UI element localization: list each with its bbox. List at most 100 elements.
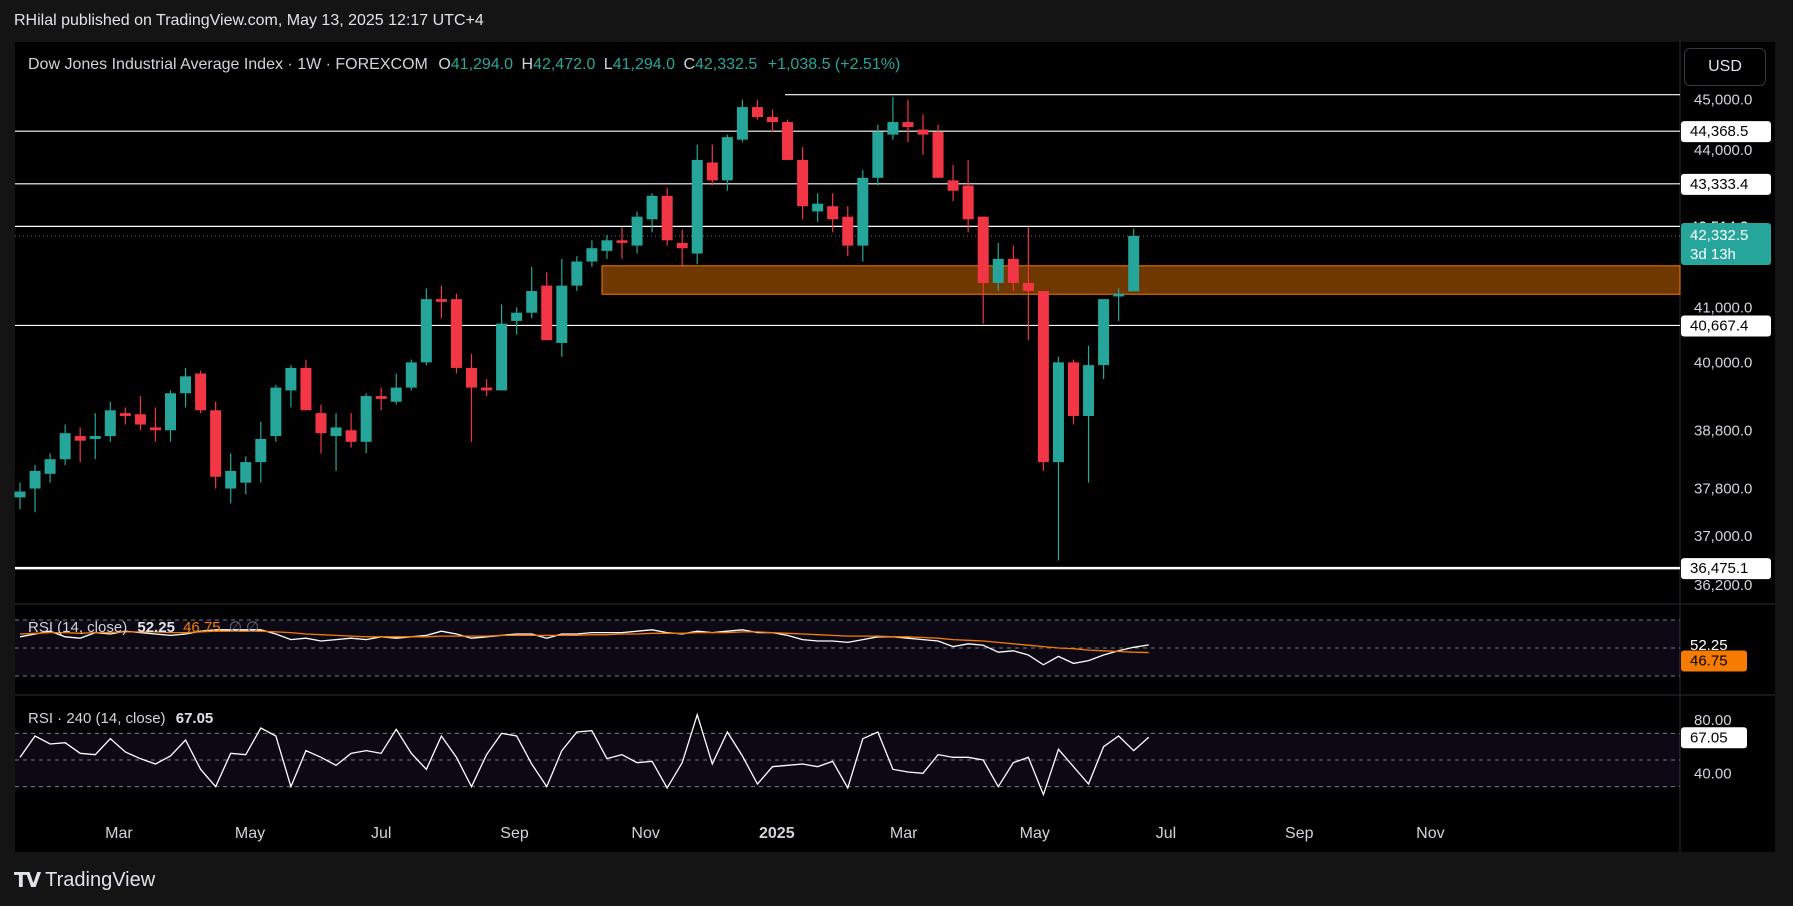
candle-body xyxy=(481,387,493,391)
rsi240-axis-tick: 80.00 xyxy=(1694,712,1732,729)
rsi240-value: 67.05 xyxy=(175,710,214,727)
rsi-ma-axis-label: 46.75 xyxy=(1690,653,1728,670)
candle-body xyxy=(947,180,959,191)
time-axis-tick: Mar xyxy=(890,825,918,842)
candle-body xyxy=(887,122,899,135)
rsi-extra: ∅ ∅ xyxy=(228,619,260,636)
candle-body xyxy=(390,387,402,402)
candle-body xyxy=(1052,362,1064,463)
candle-body xyxy=(255,438,267,463)
price-axis-tick: 40,000.0 xyxy=(1694,354,1752,371)
price-axis-tick: 37,800.0 xyxy=(1694,481,1752,498)
current-price-tag xyxy=(1681,222,1771,265)
high-value: 42,472.0 xyxy=(533,56,596,73)
candle-body xyxy=(646,195,658,220)
currency-button[interactable]: USD xyxy=(1684,48,1766,86)
candle-body xyxy=(586,248,598,262)
time-axis-tick: May xyxy=(235,825,265,842)
candle-body xyxy=(104,410,116,437)
rsi-label[interactable]: RSI (14, close) xyxy=(28,619,128,636)
chart-legend: Dow Jones Industrial Average Index · 1W … xyxy=(28,56,900,74)
price-level-tag xyxy=(1681,173,1771,195)
candle-body xyxy=(556,285,568,343)
open-value: 41,294.0 xyxy=(450,56,514,73)
candle-body xyxy=(195,373,207,411)
candle-body xyxy=(240,462,252,483)
candle-body xyxy=(661,195,673,241)
candle-body xyxy=(420,299,432,363)
candle-body xyxy=(932,132,944,178)
candle-body xyxy=(450,299,462,368)
symbol-title[interactable]: Dow Jones Industrial Average Index · 1W … xyxy=(28,56,428,73)
candle-body xyxy=(1098,299,1110,366)
chart-frame[interactable] xyxy=(15,42,1775,852)
candle-body xyxy=(767,117,778,123)
candle-body xyxy=(1113,293,1125,297)
candle-body xyxy=(902,122,914,128)
low-value: 41,294.0 xyxy=(612,56,675,73)
candle-body xyxy=(992,258,1004,283)
candle-body xyxy=(827,206,839,220)
close-label: C xyxy=(683,56,695,73)
time-axis-tick: 2025 xyxy=(759,825,795,842)
price-level-tag xyxy=(1681,121,1771,143)
candle-body xyxy=(300,367,312,411)
candle-body xyxy=(285,367,297,391)
candle-body xyxy=(977,216,989,283)
rsi240-label[interactable]: RSI · 240 (14, close) xyxy=(28,710,166,727)
rsi-ma-tag xyxy=(1681,650,1747,672)
candle-body xyxy=(872,132,884,178)
close-value: 42,332.5 xyxy=(695,56,758,73)
candle-body xyxy=(375,396,387,399)
candle-body xyxy=(315,413,327,434)
candle-body xyxy=(631,216,643,246)
price-axis-tick: 44,000.0 xyxy=(1694,142,1752,159)
support-zone xyxy=(601,265,1681,295)
rsi240-value-tag xyxy=(1681,727,1747,749)
bar-countdown-label: 3d 13h xyxy=(1690,246,1736,263)
candle-body xyxy=(751,107,763,118)
candle-body xyxy=(14,491,26,498)
price-axis-tick: 38,800.0 xyxy=(1694,422,1752,439)
tradingview-footer[interactable]: 𝗧𝗩 TradingView xyxy=(14,868,155,893)
candle-body xyxy=(616,240,628,243)
candle-body xyxy=(1068,362,1079,416)
current-price-label: 42,332.5 xyxy=(1690,227,1748,244)
candle-body xyxy=(29,470,41,489)
tradingview-logo-icon: 𝗧𝗩 xyxy=(14,870,41,892)
candle-body xyxy=(74,436,86,441)
candle-body xyxy=(149,427,161,431)
rsi240-line xyxy=(19,712,1150,797)
candle-body xyxy=(736,107,748,140)
price-axis-tick: 41,000.0 xyxy=(1694,299,1752,316)
price-level-label: 43,333.4 xyxy=(1690,176,1748,193)
time-axis-tick: May xyxy=(1020,825,1050,842)
rsi-ma-line xyxy=(19,630,1149,654)
candle-body xyxy=(1007,258,1019,283)
time-axis-tick: Sep xyxy=(500,825,529,842)
rsi-line xyxy=(19,629,1149,666)
candle-body xyxy=(435,299,447,302)
candle-body xyxy=(345,430,357,442)
rsi240-value-axis-label: 67.05 xyxy=(1690,729,1728,746)
candle-body xyxy=(812,203,824,212)
candle-body xyxy=(1022,282,1034,292)
price-axis-tick: 36,200.0 xyxy=(1694,577,1752,594)
candle-body xyxy=(134,414,146,425)
candle-body xyxy=(1037,291,1049,463)
candle-body xyxy=(782,122,794,160)
high-label: H xyxy=(521,56,534,73)
candle-body xyxy=(526,291,538,313)
candle-body xyxy=(210,410,222,477)
tradingview-brand: TradingView xyxy=(45,869,156,891)
change-value: +1,038.5 (+2.51%) xyxy=(767,56,901,73)
price-axis-tick: 37,000.0 xyxy=(1694,528,1752,545)
candle-body xyxy=(962,185,974,220)
rsi-ma-value: 46.75 xyxy=(183,619,221,636)
rsi240-legend: RSI · 240 (14, close) 67.05 xyxy=(28,710,213,727)
time-axis-tick: Nov xyxy=(1416,825,1444,842)
candle-body xyxy=(857,177,869,246)
price-level-label: 44,368.5 xyxy=(1690,123,1748,140)
price-level-tag xyxy=(1681,315,1771,337)
